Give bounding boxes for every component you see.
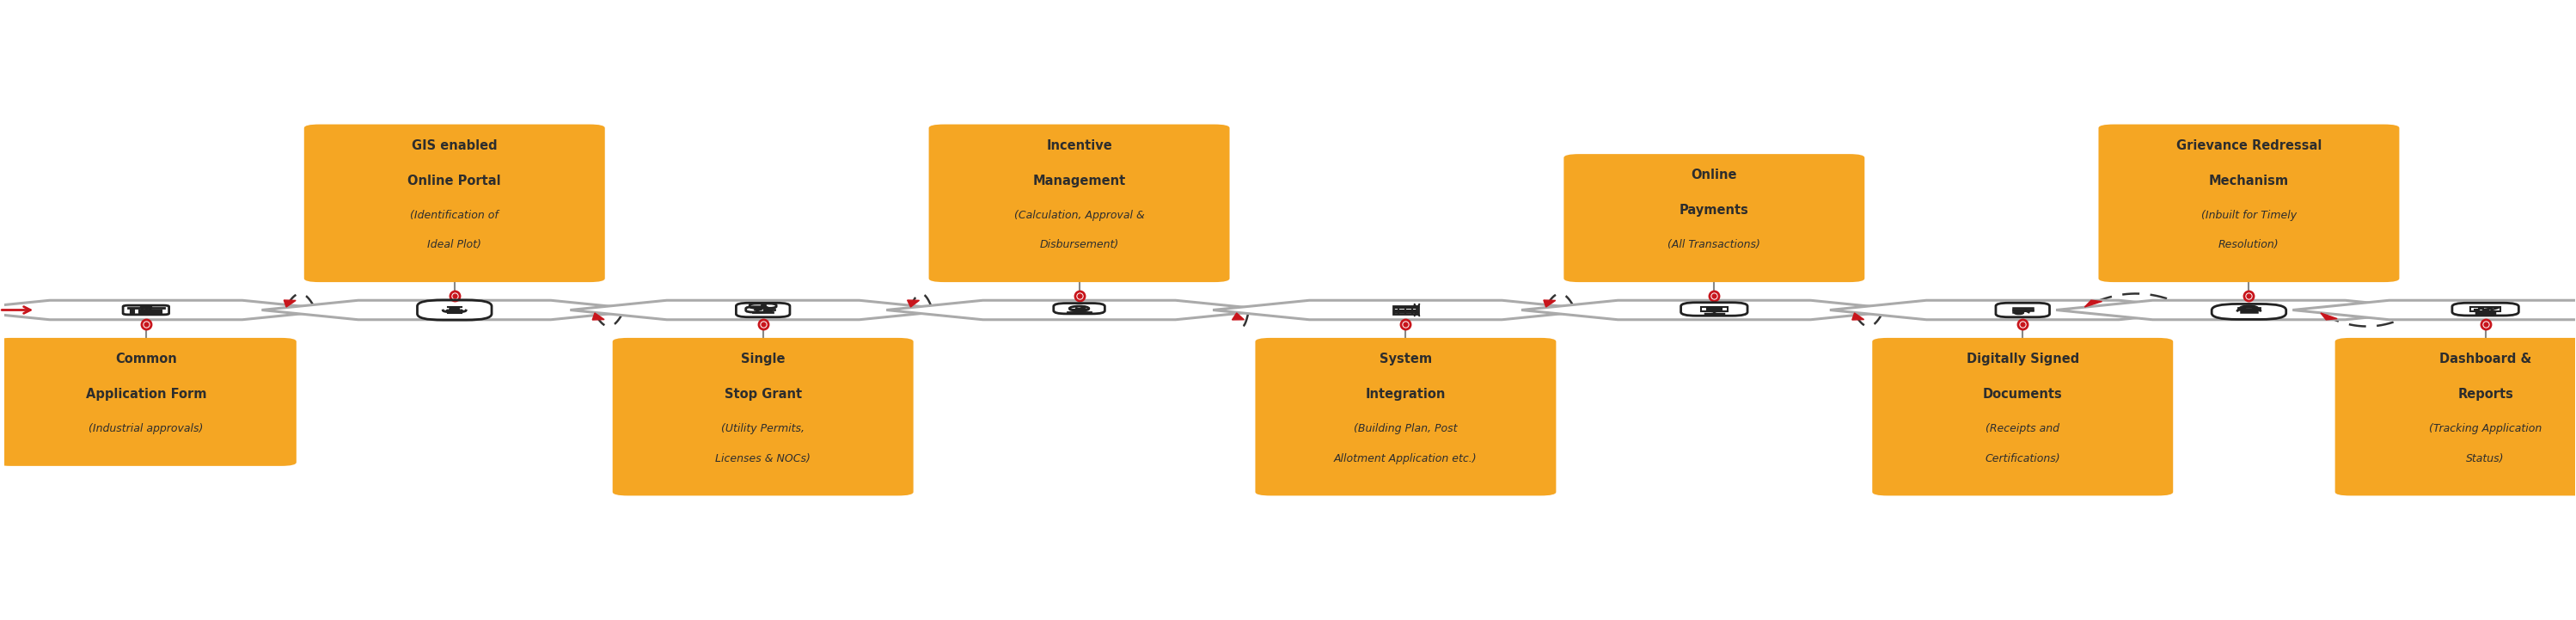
Bar: [1066, 312, 1090, 313]
Text: Common: Common: [116, 353, 178, 366]
FancyBboxPatch shape: [2099, 125, 2398, 282]
Polygon shape: [2084, 300, 2102, 307]
Text: Mechanism: Mechanism: [2208, 174, 2290, 187]
Polygon shape: [569, 300, 956, 320]
Polygon shape: [1829, 300, 2215, 320]
Text: (Building Plan, Post: (Building Plan, Post: [1355, 423, 1458, 435]
Text: Status): Status): [2465, 453, 2504, 464]
FancyBboxPatch shape: [1873, 338, 2174, 495]
Bar: [2478, 308, 2483, 311]
Text: Digitally Signed: Digitally Signed: [1965, 353, 2079, 366]
FancyBboxPatch shape: [1564, 154, 1865, 282]
Bar: [2488, 308, 2491, 311]
Text: Online Portal: Online Portal: [407, 174, 502, 187]
Polygon shape: [2293, 300, 2576, 320]
Polygon shape: [1852, 313, 1865, 320]
Text: (Tracking Application: (Tracking Application: [2429, 423, 2543, 435]
Polygon shape: [907, 300, 920, 307]
Text: (Calculation, Approval &: (Calculation, Approval &: [1015, 210, 1144, 221]
Text: Certifications): Certifications): [1986, 453, 2061, 464]
Text: Disbursement): Disbursement): [1041, 239, 1118, 250]
Text: (Identification of: (Identification of: [410, 210, 500, 221]
Text: (All Transactions): (All Transactions): [1667, 239, 1759, 250]
Text: Ideal Plot): Ideal Plot): [428, 239, 482, 250]
FancyBboxPatch shape: [1255, 338, 1556, 495]
Polygon shape: [0, 300, 340, 320]
Text: Payments: Payments: [1680, 204, 1749, 217]
Polygon shape: [1231, 313, 1244, 320]
FancyBboxPatch shape: [613, 338, 914, 495]
Text: Resolution): Resolution): [2218, 239, 2280, 250]
Text: Reports: Reports: [2458, 388, 2514, 401]
Text: Integration: Integration: [1365, 388, 1445, 401]
FancyBboxPatch shape: [0, 338, 296, 466]
Bar: [2476, 309, 2478, 311]
Polygon shape: [283, 300, 296, 307]
Polygon shape: [2056, 300, 2442, 320]
Polygon shape: [2321, 313, 2336, 320]
Polygon shape: [1543, 300, 1556, 307]
Bar: [1708, 308, 1721, 310]
Bar: [2483, 309, 2488, 311]
Polygon shape: [886, 300, 1273, 320]
Polygon shape: [592, 313, 605, 320]
Polygon shape: [1522, 300, 1906, 320]
Text: Application Form: Application Form: [85, 388, 206, 401]
Text: Online: Online: [1692, 169, 1736, 182]
Text: (Receipts and: (Receipts and: [1986, 423, 2061, 435]
Text: Incentive: Incentive: [1046, 139, 1113, 152]
FancyBboxPatch shape: [304, 125, 605, 282]
FancyBboxPatch shape: [2334, 338, 2576, 495]
Text: Documents: Documents: [1984, 388, 2063, 401]
Bar: [2241, 311, 2257, 312]
FancyBboxPatch shape: [930, 125, 1229, 282]
Text: (Utility Permits,: (Utility Permits,: [721, 423, 804, 435]
Text: GIS enabled: GIS enabled: [412, 139, 497, 152]
Text: System: System: [1378, 353, 1432, 366]
Text: Allotment Application etc.): Allotment Application etc.): [1334, 453, 1476, 464]
Text: (Inbuilt for Timely: (Inbuilt for Timely: [2200, 210, 2298, 221]
Text: Stop Grant: Stop Grant: [724, 388, 801, 401]
Polygon shape: [263, 300, 647, 320]
Text: Management: Management: [1033, 174, 1126, 187]
Text: Dashboard &: Dashboard &: [2439, 353, 2532, 366]
Text: (Industrial approvals): (Industrial approvals): [88, 423, 204, 435]
Polygon shape: [1213, 300, 1600, 320]
Text: Grievance Redressal: Grievance Redressal: [2177, 139, 2321, 152]
Text: Single: Single: [742, 353, 786, 366]
Text: Licenses & NOCs): Licenses & NOCs): [716, 453, 811, 464]
